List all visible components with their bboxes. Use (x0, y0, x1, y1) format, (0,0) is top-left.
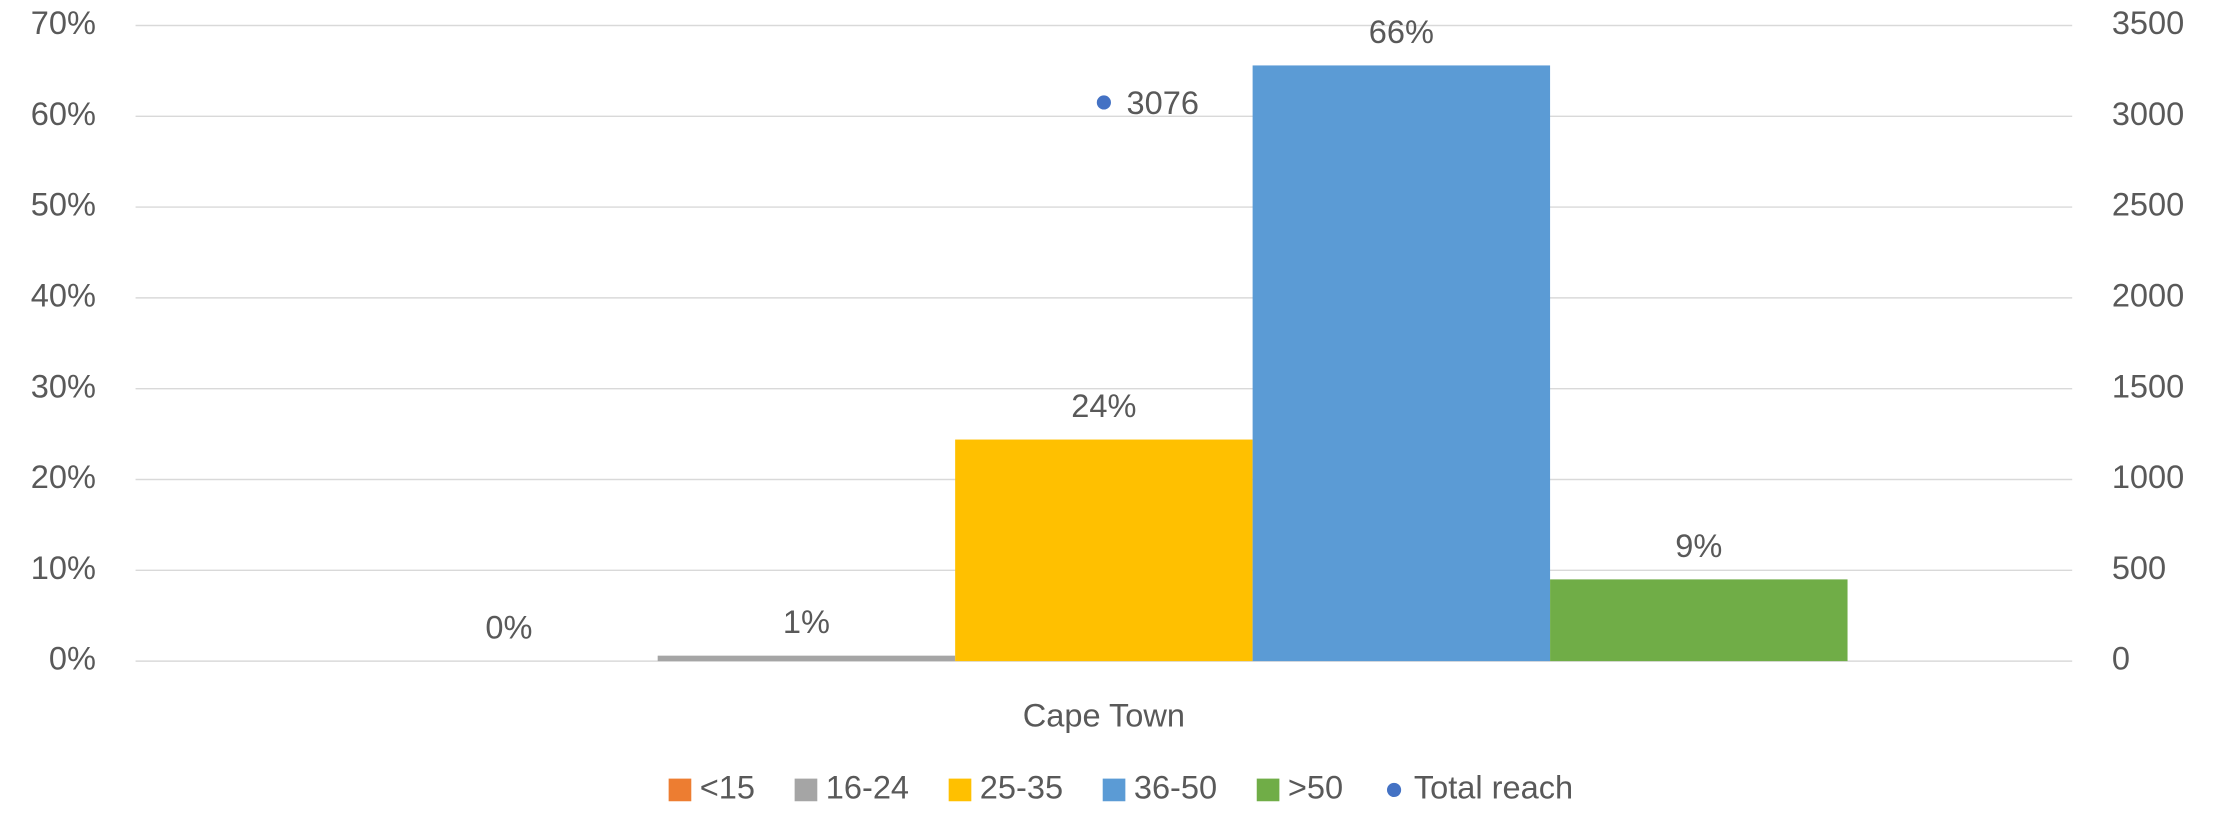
legend-swatch (794, 778, 818, 802)
legend-swatch (1256, 778, 1280, 802)
legend-swatch (1102, 778, 1126, 802)
y2-tick-label: 1500 (2112, 368, 2184, 404)
y-tick-label: 70% (31, 5, 96, 41)
y2-tick-label: 2500 (2112, 187, 2184, 223)
legend-label: 16-24 (826, 770, 909, 806)
legend-label: Total reach (1414, 770, 1573, 806)
x-tick-label: Cape Town (1023, 697, 1185, 733)
legend-label: >50 (1288, 770, 1343, 806)
legend-label: 25-35 (980, 770, 1063, 806)
y2-tick-label: 3500 (2112, 5, 2184, 41)
bar (1252, 65, 1551, 662)
legend-label: 36-50 (1134, 770, 1217, 806)
y-tick-label: 20% (31, 459, 96, 495)
y2-tick-label: 500 (2112, 550, 2166, 586)
y2-tick-label: 1000 (2112, 459, 2184, 495)
y-tick-label: 10% (31, 550, 96, 586)
legend-swatch (948, 778, 972, 802)
y-tick-label: 60% (31, 96, 96, 132)
data-label: 66% (1369, 14, 1434, 50)
data-label: 9% (1675, 528, 1722, 564)
data-label: 3076 (1127, 85, 1199, 121)
y2-tick-label: 3000 (2112, 96, 2184, 132)
y-tick-label: 40% (31, 277, 96, 313)
y-tick-label: 0% (49, 641, 96, 677)
y-tick-label: 30% (31, 368, 96, 404)
bar (955, 439, 1253, 662)
legend-swatch (1386, 782, 1402, 798)
point (1096, 95, 1111, 110)
y-tick-label: 50% (31, 187, 96, 223)
y2-tick-label: 2000 (2112, 277, 2184, 313)
y2-tick-label: 0 (2112, 641, 2130, 677)
data-label: 1% (783, 604, 830, 640)
legend-label: <15 (700, 770, 755, 806)
bar (657, 655, 956, 662)
data-label: 0% (485, 610, 532, 646)
bar (1550, 579, 1848, 662)
data-label: 24% (1071, 388, 1136, 424)
legend-swatch (668, 778, 692, 802)
